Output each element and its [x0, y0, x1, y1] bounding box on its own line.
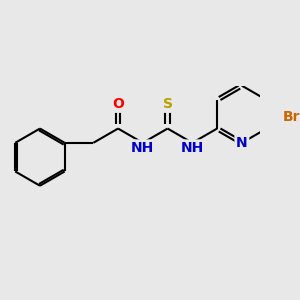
- Text: S: S: [163, 97, 172, 111]
- Text: NH: NH: [181, 141, 204, 155]
- Text: N: N: [236, 136, 248, 150]
- Text: Br: Br: [283, 110, 300, 124]
- Text: NH: NH: [131, 141, 154, 155]
- Text: O: O: [112, 97, 124, 111]
